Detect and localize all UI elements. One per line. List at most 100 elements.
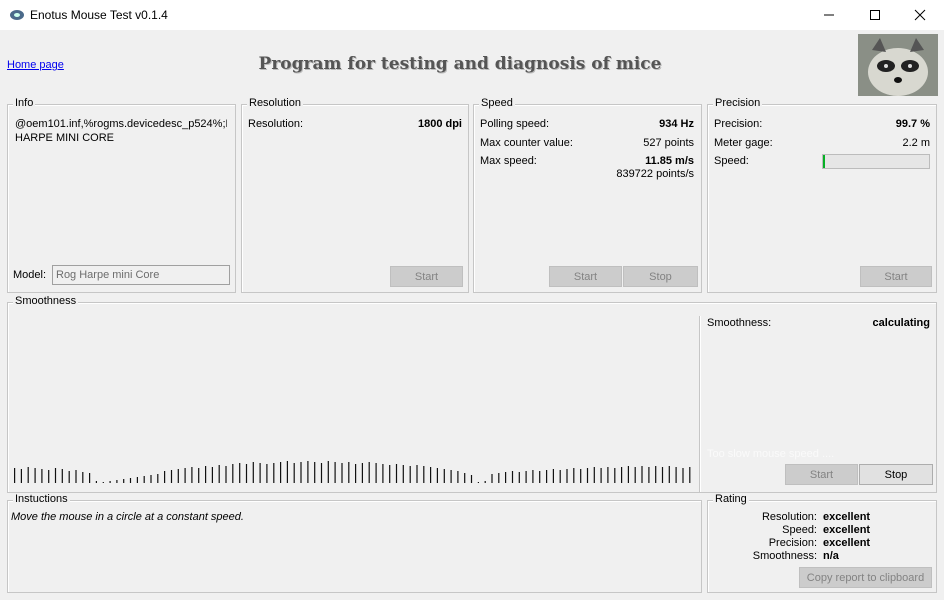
row-value: 1800 dpi [417, 118, 462, 130]
smoothness-bar [593, 467, 595, 483]
smoothness-bar [211, 467, 213, 483]
smoothness-bar [95, 481, 97, 483]
smoothness-bar [402, 465, 404, 483]
copy-report-button: Copy report to clipboard [799, 567, 932, 588]
smoothness-graph [14, 461, 691, 483]
start-button: Start [860, 266, 932, 287]
home-link[interactable]: Home page [7, 59, 64, 71]
smoothness-bar [109, 481, 111, 483]
smoothness-bar [621, 467, 623, 483]
smoothness-bar [34, 468, 36, 483]
smoothness-bar [266, 464, 268, 483]
smoothness-bar [416, 465, 418, 483]
smoothness-bar [27, 467, 29, 483]
row-label: Speed: [714, 155, 749, 167]
smoothness-bar [341, 463, 343, 483]
smoothness-bar [382, 464, 384, 483]
smoothness-bar [273, 463, 275, 483]
precision-group: Precision [707, 97, 937, 293]
device-line: @oem101.inf,%rogms.devicedesc_p524%;F [15, 118, 227, 130]
smoothness-bar [505, 472, 507, 483]
row-label: Resolution: [248, 118, 304, 130]
rating-group: Rating [707, 493, 937, 593]
divider [699, 316, 701, 492]
smoothness-bar [123, 479, 125, 483]
smoothness-bar [648, 467, 650, 483]
smoothness-bar [546, 470, 548, 483]
smoothness-bar [54, 468, 57, 483]
group-title: Precision [713, 97, 763, 109]
smoothness-bar [61, 469, 63, 483]
smoothness-bar [457, 471, 459, 483]
row-value: 2.2 m [902, 137, 930, 149]
smoothness-bar [491, 474, 493, 483]
smoothness-bar [600, 468, 602, 483]
instructions-group: Instuctions [7, 493, 702, 593]
stop-button[interactable]: Stop [859, 464, 933, 485]
resolution-group: Resolution [241, 97, 469, 293]
smoothness-bar [314, 462, 316, 483]
smoothness-bar [170, 470, 173, 483]
smoothness-bar [559, 470, 561, 483]
smoothness-bar [198, 468, 200, 483]
smoothness-bar [143, 476, 145, 483]
rating-label: Resolution: [761, 511, 817, 523]
smoothness-bar [423, 466, 425, 483]
smoothness-bar [14, 468, 16, 483]
banner: Program for testing and diagnosis of mic… [258, 54, 662, 74]
group-title: Instuctions [13, 493, 70, 505]
smoothness-bar [525, 471, 527, 483]
smoothness-bar [614, 468, 616, 483]
smoothness-bar [580, 469, 582, 483]
info-group: Info [7, 97, 236, 293]
smoothness-bar [280, 462, 282, 483]
start-button: Start [785, 464, 858, 485]
group-title: Smoothness [13, 295, 79, 307]
row-label: Max counter value: [480, 137, 573, 149]
row-value: 99.7 % [895, 118, 930, 130]
smoothness-bar [348, 462, 350, 483]
row-value: 11.85 m/s [645, 155, 694, 167]
rating-label: Precision: [768, 537, 817, 549]
smoothness-bar [239, 463, 241, 483]
smoothness-bar [136, 477, 138, 483]
smoothness-bar [89, 473, 91, 483]
smoothness-bar [191, 467, 193, 483]
smoothness-bar [252, 462, 254, 483]
smoothness-bar [327, 461, 329, 483]
row-label: Smoothness: [707, 317, 772, 329]
smoothness-bar [450, 470, 452, 483]
row-value: 527 points [643, 137, 694, 149]
smoothness-bar [552, 469, 554, 483]
smoothness-bar [389, 465, 391, 483]
smoothness-bar [361, 463, 363, 483]
smoothness-bar [484, 481, 486, 483]
smoothness-bar [682, 468, 684, 483]
row-value: calculating [872, 317, 930, 329]
smoothness-bar [375, 463, 377, 483]
close-button[interactable] [914, 9, 926, 21]
smoothness-bar [48, 470, 50, 483]
row-label: Meter gage: [714, 137, 773, 149]
smoothness-bar [129, 478, 132, 483]
smoothness-bar [116, 480, 118, 483]
rating-value: n/a [823, 550, 839, 562]
rating-value: excellent [823, 537, 871, 549]
smoothness-bar [150, 475, 152, 483]
maximize-button[interactable] [870, 10, 880, 20]
smoothness-bar [368, 462, 370, 483]
app-icon [10, 10, 24, 20]
smoothness-bar [409, 466, 411, 483]
row-label: Max speed: [480, 155, 537, 167]
smoothness-bar [395, 464, 398, 483]
device-line: HARPE MINI CORE [15, 132, 115, 144]
smoothness-bar [218, 465, 220, 483]
smoothness-bar [470, 475, 473, 483]
instruction-text: Move the mouse in a circle at a constant… [11, 511, 244, 523]
smoothness-bar [334, 462, 336, 483]
smoothness-bar [566, 469, 568, 483]
smoothness-bar [655, 466, 657, 483]
smoothness-bar [320, 463, 323, 483]
smoothness-bar [205, 466, 207, 483]
smoothness-bar [634, 467, 636, 483]
